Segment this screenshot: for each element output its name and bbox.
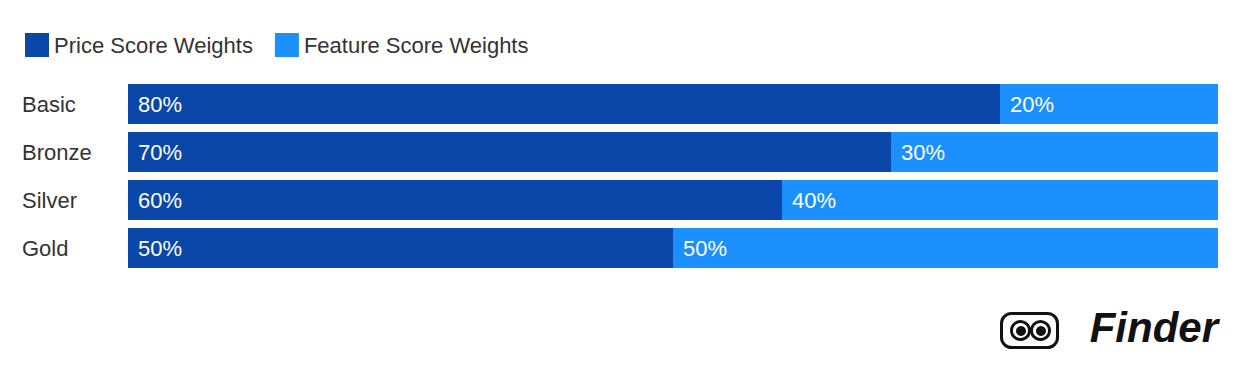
svg-text:50%: 50% [683, 236, 727, 261]
svg-text:60%: 60% [138, 188, 182, 213]
svg-text:70%: 70% [138, 140, 182, 165]
svg-text:80%: 80% [138, 92, 182, 117]
svg-text:30%: 30% [901, 140, 945, 165]
svg-text:Gold: Gold [22, 236, 68, 261]
svg-text:Bronze: Bronze [22, 140, 92, 165]
svg-text:Silver: Silver [22, 188, 77, 213]
svg-text:Feature Score Weights: Feature Score Weights [304, 33, 529, 58]
svg-text:Price Score Weights: Price Score Weights [54, 33, 253, 58]
svg-text:40%: 40% [792, 188, 836, 213]
svg-text:50%: 50% [138, 236, 182, 261]
svg-text:Basic: Basic [22, 92, 76, 117]
svg-text:Finder: Finder [1090, 304, 1221, 351]
svg-text:20%: 20% [1010, 92, 1054, 117]
